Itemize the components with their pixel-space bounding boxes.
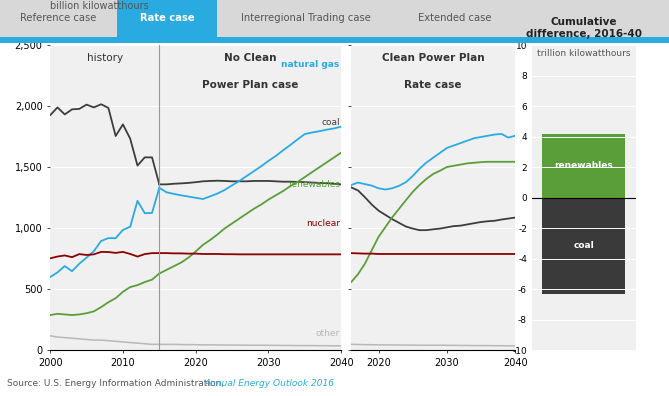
Text: Reference case: Reference case [20, 13, 97, 23]
Text: Annual Energy Outlook 2016: Annual Energy Outlook 2016 [204, 379, 334, 388]
Bar [543, 198, 626, 294]
Text: Rate case: Rate case [405, 80, 462, 90]
Bar [543, 134, 626, 198]
Text: trillion kilowatthours: trillion kilowatthours [537, 49, 630, 58]
Text: natural gas: natural gas [282, 61, 340, 69]
Text: other: other [316, 329, 340, 338]
Text: nuclear: nuclear [306, 219, 340, 228]
Text: billion kilowatthours: billion kilowatthours [50, 2, 149, 11]
Text: Power Plan case: Power Plan case [202, 80, 298, 90]
Text: history: history [87, 53, 123, 63]
Text: Interregional Trading case: Interregional Trading case [241, 13, 371, 23]
Text: Rate case: Rate case [140, 13, 195, 23]
Text: coal: coal [573, 242, 594, 250]
Text: renewables: renewables [288, 179, 340, 188]
Text: No Clean: No Clean [224, 53, 276, 63]
Text: Source: U.S. Energy Information Administration,: Source: U.S. Energy Information Administ… [7, 379, 227, 388]
Text: coal: coal [321, 118, 340, 128]
Text: Clean Power Plan: Clean Power Plan [382, 53, 484, 63]
Text: Extended case: Extended case [418, 13, 492, 23]
Text: Cumulative
difference, 2016-40: Cumulative difference, 2016-40 [526, 17, 642, 39]
Text: renewables: renewables [555, 161, 613, 170]
